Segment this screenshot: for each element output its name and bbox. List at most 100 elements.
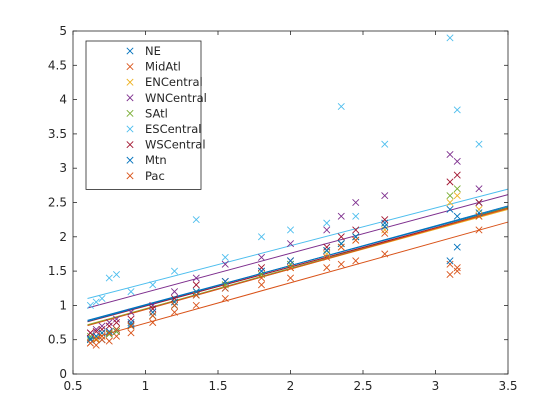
fit-line-midatl [87,221,509,340]
y-tick-label: 4.5 [48,58,67,72]
legend-label-wscentral: WSCentral [145,138,206,152]
data-point-wscentral [323,243,331,251]
data-point-pac [446,271,454,279]
y-tick-label: 0.5 [48,333,67,347]
data-point-wncentral [352,198,360,207]
data-point-midatl [149,319,157,327]
legend-marker-wscentral [126,141,134,149]
data-point-wncentral [192,274,200,282]
x-tick-label: 3.5 [498,379,517,393]
y-tick-label: 3.5 [48,127,67,141]
data-point-wncentral [257,253,266,261]
data-point-satl [105,330,113,338]
data-point-midatl [192,301,200,309]
legend-marker-escentral [126,125,134,133]
data-point-wncentral [381,192,389,200]
data-point-wscentral [475,198,483,207]
legend-label-midatl: MidAtl [145,60,181,74]
data-point-escentral [221,253,229,261]
data-point-wscentral [192,281,200,289]
data-point-pac [337,243,345,251]
data-point-escentral [257,233,266,241]
y-tick-label: 2.5 [48,196,67,210]
data-point-wscentral [257,264,266,272]
data-point-mtn [352,233,360,241]
data-point-wncentral [149,301,157,309]
data-point-mtn [86,336,94,344]
x-tick-label: 0.5 [63,379,82,393]
fit-line-escentral [87,188,509,300]
data-point-pac [257,274,266,282]
data-point-escentral [92,298,100,306]
legend-marker-mtn [126,156,134,164]
data-point-escentral [446,34,454,42]
data-point-pac [192,291,200,299]
data-point-midatl [475,226,483,234]
legend-label-ne: NE [145,44,161,58]
legend-marker-pac [126,172,134,180]
data-point-midatl [337,260,345,268]
data-point-wscentral [86,329,94,337]
data-point-wscentral [149,305,157,313]
data-point-satl [221,281,229,289]
data-point-pac [170,301,179,309]
data-point-encentral [453,192,461,200]
data-point-wscentral [105,322,113,330]
data-point-wscentral [112,319,121,327]
data-point-pac [221,284,229,292]
data-point-midatl [92,341,100,349]
data-point-pac [105,329,113,337]
data-point-satl [112,327,121,335]
y-tick-label: 4 [59,93,67,107]
data-points [86,34,483,349]
data-point-wncentral [221,260,229,268]
legend-label-satl: SAtl [145,106,168,120]
data-point-wncentral [92,325,100,333]
x-tick-label: 1.5 [208,379,227,393]
data-point-midatl [170,308,179,316]
fit-line-wscentral [87,207,509,323]
data-point-escentral [475,140,483,148]
data-point-pac [475,212,483,220]
y-tick-label: 5 [59,24,67,38]
data-point-wscentral [170,295,179,303]
y-tick-label: 1.5 [48,264,67,278]
data-point-mtn [221,277,229,285]
data-point-midatl [446,260,454,268]
data-point-wscentral [98,325,106,333]
legend-marker-encentral [126,78,134,86]
data-point-ne [381,219,389,227]
data-point-wscentral [337,233,345,241]
data-point-wncentral [337,212,345,220]
data-point-escentral [323,219,331,227]
data-point-mtn [192,288,200,296]
data-point-satl [286,260,295,268]
data-point-mtn [127,319,135,327]
data-point-mtn [149,308,157,316]
data-point-pac [112,325,121,333]
legend-marker-wncentral [126,94,134,102]
data-point-escentral [352,212,360,220]
data-point-wncentral [127,308,135,316]
data-point-mtn [98,329,106,337]
data-point-mtn [323,247,331,255]
x-tick-label: 2.5 [353,379,372,393]
data-point-wncentral [446,150,454,158]
data-point-escentral [381,140,389,148]
data-point-ne [453,212,461,220]
y-tick-label: 0 [59,367,67,381]
data-point-encentral [381,226,389,234]
data-point-pac [286,264,295,272]
data-point-satl [446,192,454,200]
data-point-mtn [381,222,389,231]
data-point-mtn [453,243,461,251]
data-point-wncentral [453,157,461,165]
data-point-pac [453,267,461,275]
fit-line-wncentral [87,194,509,309]
data-point-escentral [98,295,106,303]
data-point-wncentral [105,319,113,327]
data-point-pac [323,253,331,261]
data-point-escentral [337,102,345,110]
legend-label-wncentral: WNCentral [145,91,207,105]
